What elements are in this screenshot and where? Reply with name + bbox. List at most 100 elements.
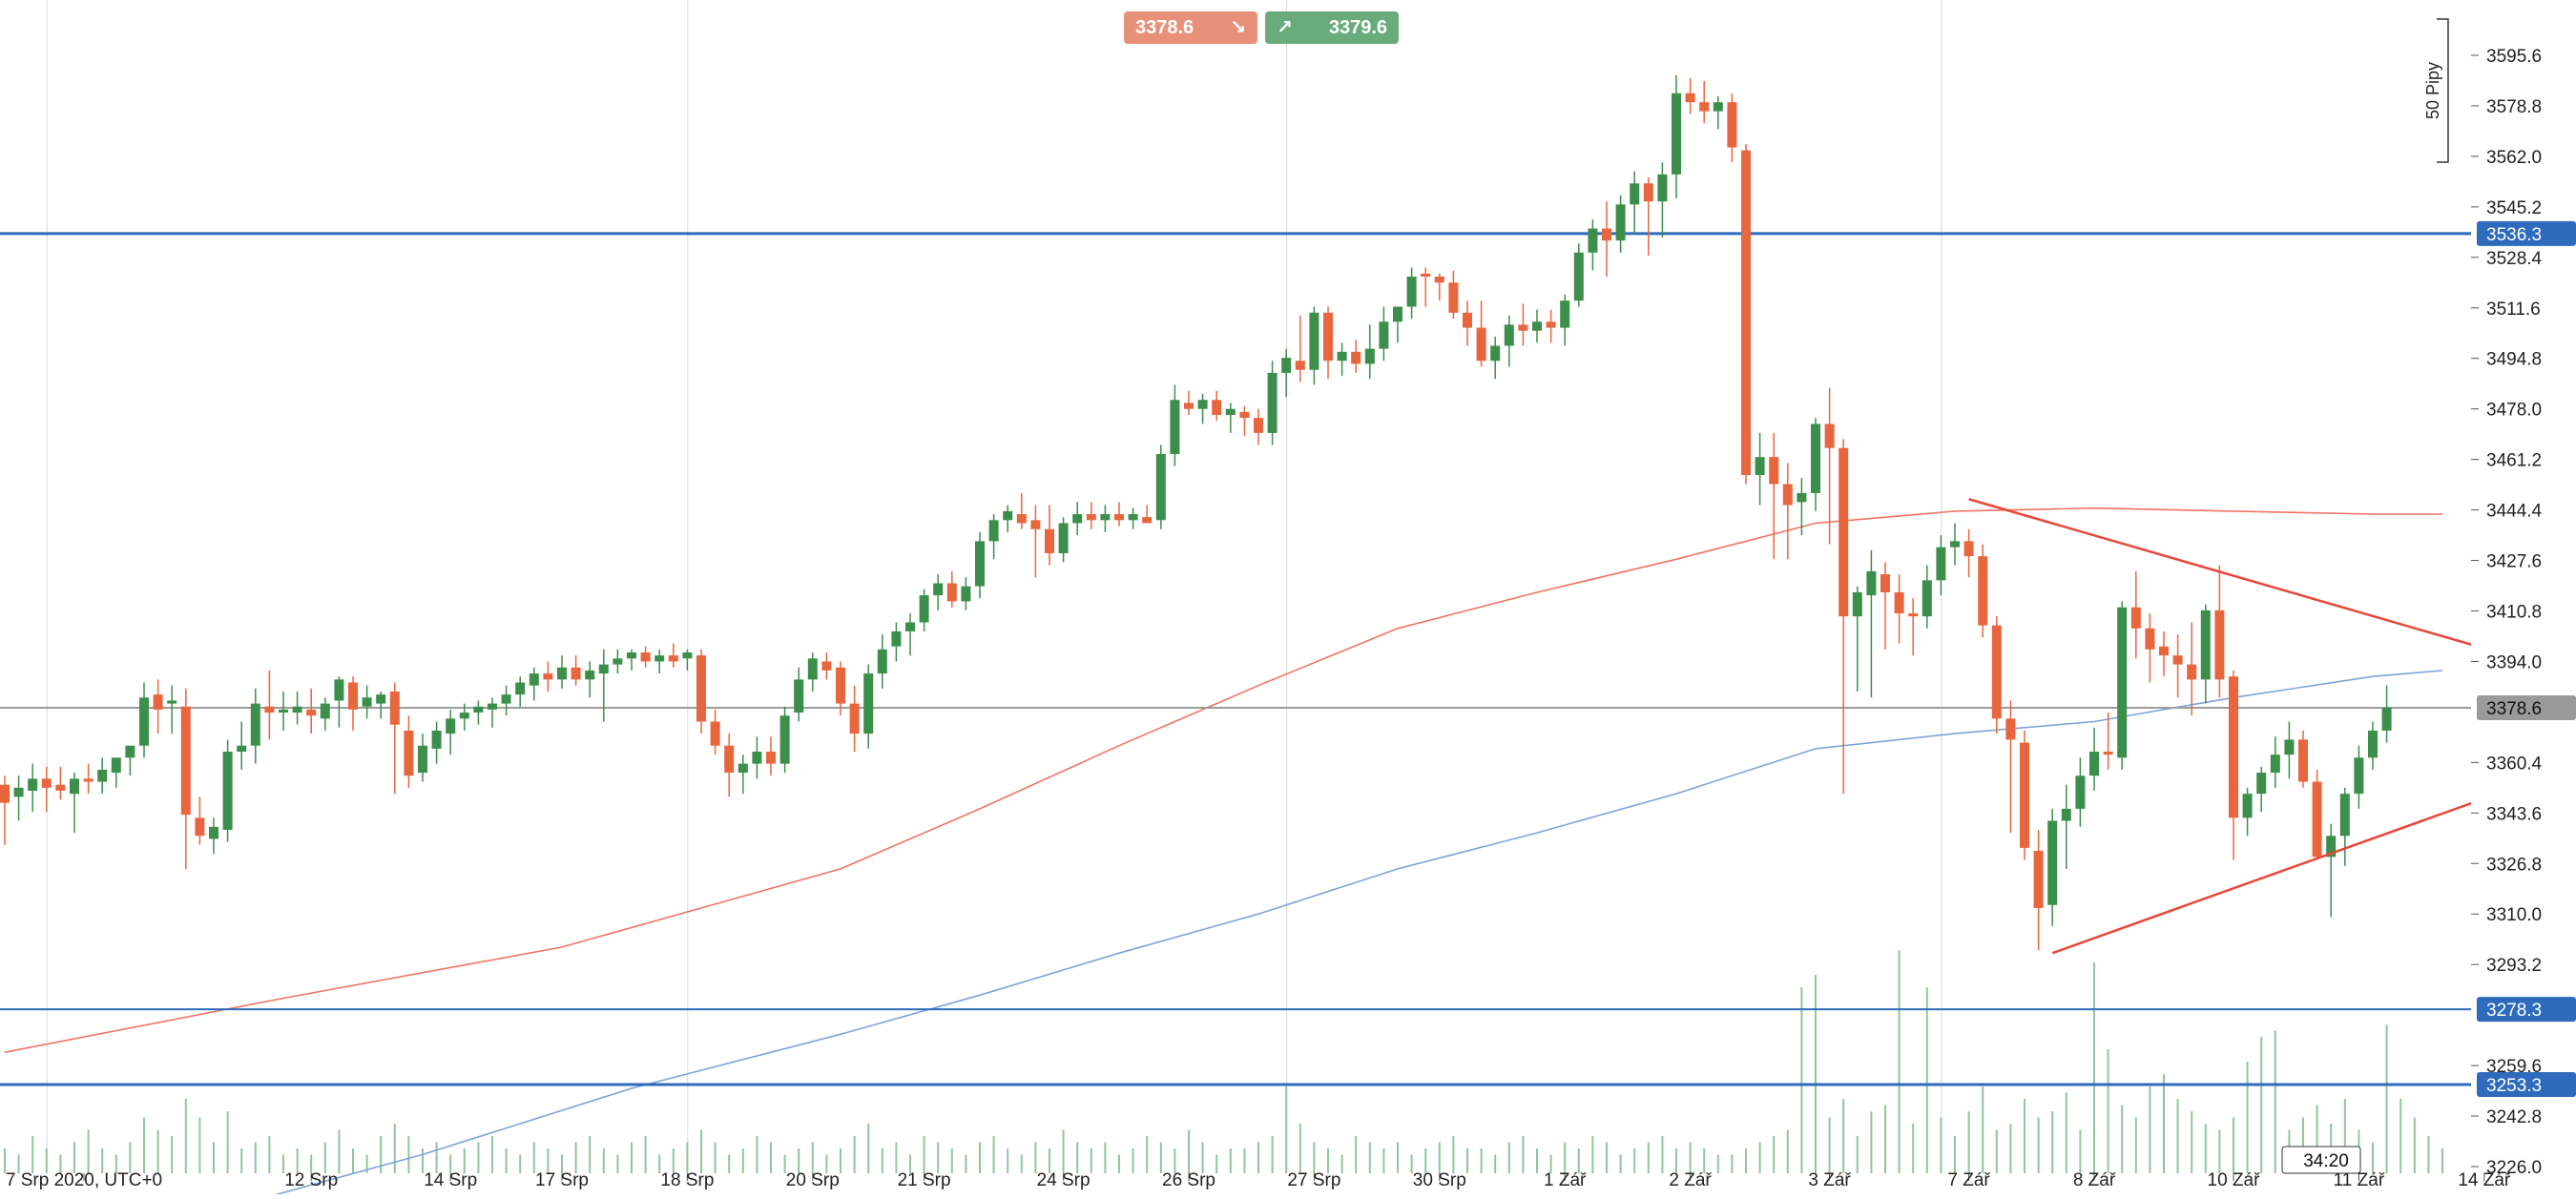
candle-body — [515, 682, 526, 695]
y-tick-label: 3545.2 — [2486, 198, 2542, 218]
candle-body — [431, 730, 442, 749]
candle-body — [473, 706, 484, 713]
arrow-up-right-icon: ↗ — [1277, 17, 1293, 38]
candle-body — [264, 706, 275, 713]
candle-body — [1184, 403, 1194, 409]
candle-body — [585, 670, 595, 680]
candle-body — [1463, 312, 1472, 328]
y-tick-label: 3259.6 — [2486, 1057, 2542, 1077]
y-tick-label: 3410.8 — [2486, 603, 2542, 623]
candle-body — [2047, 820, 2058, 905]
candle-body — [362, 697, 372, 707]
x-tick-label: 1 Zář — [1544, 1170, 1587, 1190]
candle-body — [1991, 625, 2002, 719]
price-level-tag-text: 3278.3 — [2486, 1001, 2542, 1021]
candle-body — [1504, 324, 1514, 346]
candle-body — [2075, 775, 2086, 809]
candle-body — [1016, 514, 1027, 524]
candle-body — [55, 784, 66, 791]
candle-body — [1337, 351, 1347, 362]
candle-body — [2229, 676, 2238, 818]
candle-body — [988, 520, 999, 542]
candle-body — [627, 651, 636, 659]
candle-body — [1267, 372, 1278, 433]
trend-line — [2051, 777, 2541, 955]
candle-body — [571, 667, 581, 680]
candle-body — [2187, 664, 2197, 680]
candle-body — [2130, 607, 2141, 629]
candle-body — [1727, 102, 1737, 148]
candle-body — [1922, 580, 1932, 617]
trendline-layer — [1968, 498, 2541, 955]
candle-body — [1699, 102, 1710, 112]
candle-body — [1197, 400, 1208, 409]
candle-body — [2117, 607, 2128, 758]
x-tick-label: 7 Zář — [1947, 1170, 1990, 1190]
x-tick-label: 17 Srp — [535, 1170, 589, 1190]
x-tick-label: 10 Zář — [2208, 1170, 2261, 1190]
candle-body — [2354, 757, 2364, 795]
candle-body — [1323, 312, 1333, 362]
x-tick-label: 14 Zář — [2458, 1170, 2511, 1190]
candle-body — [1573, 252, 1584, 301]
moving-average-line — [4, 506, 2442, 1053]
candle-body — [1782, 484, 1793, 506]
candle-body — [306, 709, 317, 716]
x-tick-label: 24 Srp — [1037, 1170, 1091, 1190]
candle-body — [139, 697, 149, 746]
candle-body — [752, 752, 762, 764]
candle-body — [654, 655, 665, 662]
buy-button[interactable]: ↗ 3379.6 — [1265, 11, 1399, 44]
candle-body — [710, 721, 720, 746]
candle-body — [1072, 514, 1083, 524]
candle-body — [83, 778, 93, 782]
candle-body — [2103, 752, 2113, 755]
candle-body — [2020, 742, 2029, 848]
candle-body — [613, 658, 623, 665]
candle-body — [1421, 273, 1431, 277]
y-tick-label: 3511.6 — [2486, 300, 2541, 320]
x-tick-label: 21 Srp — [898, 1170, 951, 1190]
candle-body — [2061, 808, 2071, 821]
candle-body — [1672, 93, 1681, 175]
candle-body — [1003, 510, 1013, 521]
candle-body — [279, 709, 288, 713]
candle-body — [418, 745, 427, 774]
y-tick-label: 3293.2 — [2486, 956, 2542, 976]
price-level-tag-text: 3378.6 — [2486, 699, 2542, 719]
candle-body — [905, 622, 915, 631]
candle-body — [1546, 321, 1556, 328]
y-tick-label: 3528.4 — [2486, 249, 2543, 269]
candle-body — [836, 667, 845, 704]
candle-body — [1225, 408, 1236, 415]
sell-button[interactable]: 3378.6 ↘ — [1124, 11, 1257, 44]
x-axis: 7 Srp 2020, UTC+0 12 Srp 14 Srp 17 Srp 18 Sr… — [6, 1170, 2511, 1190]
arrow-down-right-icon: ↘ — [1230, 17, 1246, 38]
candle-body — [2242, 794, 2253, 818]
candle-body — [724, 745, 735, 774]
candle-body — [961, 586, 971, 602]
candle-body — [1978, 556, 1988, 626]
price-level-tag — [2477, 997, 2576, 1023]
candle-body — [1685, 93, 1695, 103]
candle-body — [1490, 345, 1501, 362]
candle-body — [1030, 520, 1041, 529]
candle-body — [1602, 228, 1611, 241]
candle-body — [2172, 655, 2183, 665]
candle-body — [2339, 794, 2350, 837]
candle-body — [2326, 836, 2337, 858]
candle-body — [2284, 739, 2295, 755]
countdown-timer: 34:20 — [2281, 1146, 2361, 1174]
candle-body — [1434, 276, 1444, 283]
candle-body — [2214, 610, 2225, 680]
price-level-tag-text: 3253.3 — [2486, 1076, 2542, 1096]
x-tick-label: 7 Srp 2020, UTC+0 — [6, 1170, 162, 1190]
candle-body — [334, 679, 344, 701]
candle-body — [404, 730, 414, 776]
candle-body — [1142, 517, 1153, 524]
candle-body — [794, 679, 804, 713]
y-tick-label: 3478.0 — [2486, 401, 2542, 421]
candle-body — [737, 763, 748, 774]
